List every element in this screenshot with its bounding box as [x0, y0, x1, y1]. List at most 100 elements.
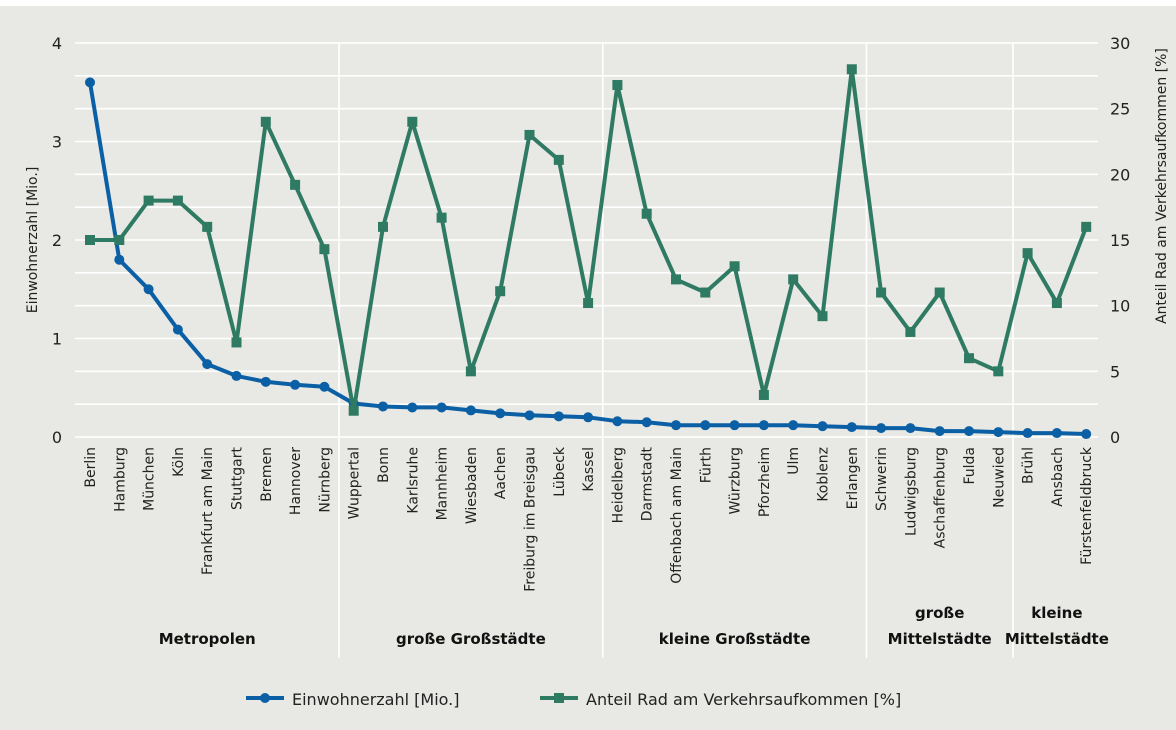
data-point — [934, 287, 945, 298]
series-2 — [85, 64, 1092, 416]
x-tick-label: Schwerin — [874, 447, 890, 511]
data-point — [143, 284, 154, 295]
data-point — [993, 366, 1004, 377]
data-point — [553, 411, 564, 422]
x-tick-label: Würzburg — [728, 447, 744, 514]
data-point — [905, 326, 916, 337]
top-border — [0, 0, 1176, 6]
y-axis-right-ticks: 0 5 10 15 20 25 30 — [1110, 34, 1130, 447]
data-point — [612, 416, 623, 427]
x-tick-label: Wuppertal — [347, 447, 363, 519]
x-tick-label: Erlangen — [845, 447, 861, 509]
y-tick-label-right: 10 — [1110, 297, 1130, 316]
data-point — [378, 401, 388, 412]
x-tick-labels: Berlin Hamburg München Köln Frankfurt am Mai… — [83, 446, 1095, 592]
x-tick-label: Koblenz — [816, 447, 832, 502]
data-point — [114, 254, 125, 265]
y-tick-label-left: 0 — [52, 428, 62, 447]
data-point — [465, 405, 476, 416]
legend-marker — [554, 693, 564, 703]
x-tick-label: Freiburg im Breisgau — [523, 447, 539, 592]
data-point — [671, 420, 681, 431]
x-tick-label: Bonn — [376, 447, 392, 483]
data-point — [729, 420, 740, 431]
data-point — [641, 208, 652, 219]
data-point — [495, 286, 506, 297]
group-label: Metropolen — [159, 630, 256, 648]
x-tick-label: Pforzheim — [757, 447, 773, 517]
grid-lines — [75, 42, 1098, 405]
data-point — [1081, 221, 1092, 232]
x-tick-label: Offenbach am Main — [669, 447, 685, 584]
data-point — [788, 420, 799, 431]
group-label: große Großstädte — [396, 630, 546, 648]
data-point — [817, 421, 828, 432]
series-1 — [85, 77, 1092, 440]
data-point — [1022, 248, 1033, 259]
data-point — [407, 116, 418, 127]
x-tick-label: Heidelberg — [610, 447, 626, 523]
x-tick-label: München — [142, 447, 158, 511]
data-point — [583, 298, 594, 309]
y-axis-title-left: Einwohnerzahl [Mio.] — [25, 167, 41, 314]
data-point — [612, 80, 623, 91]
group-separators — [338, 43, 1014, 658]
data-point — [202, 221, 213, 232]
data-point — [407, 402, 418, 413]
data-point — [465, 366, 476, 377]
group-label: Mittelstädte — [888, 630, 992, 648]
data-point — [436, 212, 447, 223]
x-tick-label: Fürstenfeldbruck — [1079, 446, 1095, 565]
data-point — [290, 379, 301, 390]
data-point — [964, 353, 974, 364]
data-point — [524, 129, 535, 140]
data-point — [378, 221, 388, 232]
data-point — [260, 116, 271, 127]
x-tick-label: Mannheim — [435, 447, 451, 520]
data-point — [1081, 429, 1092, 440]
data-point — [348, 405, 359, 416]
x-tick-label: Wiesbaden — [464, 447, 480, 524]
x-tick-label: Köln — [171, 447, 187, 477]
data-point — [1051, 428, 1062, 439]
data-point — [876, 423, 887, 434]
data-point — [319, 244, 330, 255]
group-labels: Metropolen große Großstädte kleine Großstä… — [159, 604, 1109, 648]
data-point — [172, 324, 183, 335]
data-point — [583, 412, 594, 423]
data-point — [231, 370, 242, 381]
y-tick-label-left: 1 — [52, 330, 62, 349]
y-tick-label-right: 25 — [1110, 100, 1130, 119]
group-label: große — [915, 604, 964, 622]
y-tick-label-right: 0 — [1110, 428, 1120, 447]
x-tick-label: Nürnberg — [317, 447, 333, 513]
data-point — [817, 311, 828, 322]
data-point — [114, 235, 125, 245]
y-axis-title-right: Anteil Rad am Verkehrsaufkommen [%] — [1154, 48, 1170, 324]
y-tick-label-left: 4 — [52, 34, 62, 53]
x-tick-label: Ludwigsburg — [903, 447, 919, 536]
y-tick-label-right: 20 — [1110, 165, 1130, 184]
x-tick-label: Fulda — [962, 447, 978, 485]
x-tick-label: Darmstadt — [640, 446, 656, 521]
data-point — [671, 274, 681, 285]
legend: Einwohnerzahl [Mio.] Anteil Rad am Verkeh… — [246, 690, 901, 709]
data-point — [758, 389, 769, 400]
x-tick-label: Hamburg — [112, 447, 128, 512]
x-tick-label: Karlsruhe — [405, 447, 421, 514]
data-point — [202, 359, 213, 370]
data-point — [319, 381, 330, 392]
data-point — [1022, 428, 1033, 439]
x-tick-label: Fürth — [698, 447, 714, 483]
x-tick-label: Aschaffenburg — [933, 447, 949, 548]
data-point — [700, 287, 711, 298]
x-tick-label: Aachen — [493, 447, 509, 499]
legend-label: Anteil Rad am Verkehrsaufkommen [%] — [586, 690, 901, 709]
data-point — [964, 426, 974, 437]
y-tick-label-right: 30 — [1110, 34, 1130, 53]
x-tick-label: Lübeck — [552, 446, 568, 497]
x-tick-label: Ulm — [786, 447, 802, 475]
data-point — [524, 410, 535, 421]
data-point — [788, 274, 799, 285]
